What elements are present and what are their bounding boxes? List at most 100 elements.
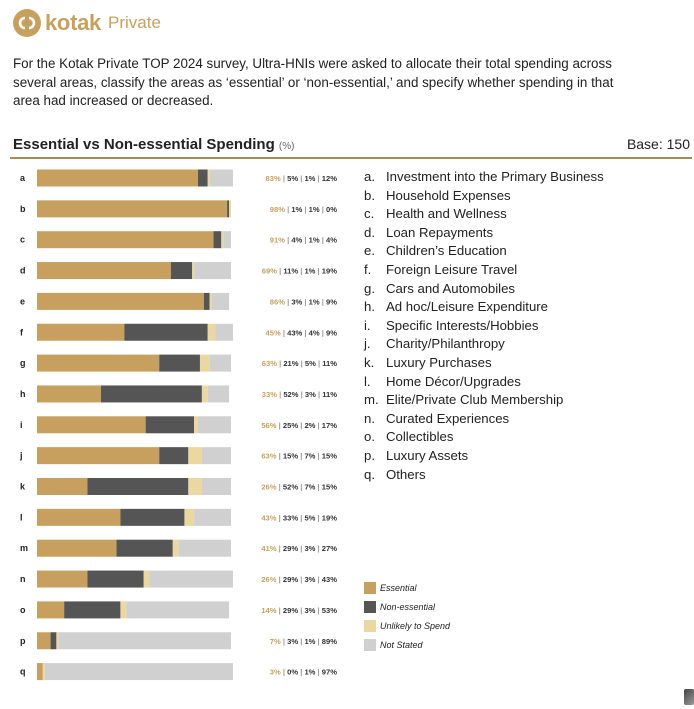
- bar-segment-non-essential: [213, 231, 222, 249]
- bar-segment-not-stated: [149, 570, 233, 588]
- category-tick-label: f: [20, 327, 24, 337]
- data-value: 45%: [266, 328, 281, 337]
- data-value: 4%: [309, 328, 320, 337]
- legend-category-label: Specific Interests/Hobbies: [386, 317, 539, 333]
- bar-segment-essential: [37, 262, 171, 280]
- data-value: 1%: [309, 236, 320, 245]
- legend-category-item: e. Children’s Education: [364, 243, 604, 262]
- bar-segment-non-essential: [198, 169, 208, 187]
- legend-category-key: a.: [364, 169, 375, 184]
- bar-segment-essential: [37, 663, 43, 681]
- data-label: 33% | 52% | 3% | 11%: [262, 390, 337, 399]
- legend-series-label: Essential: [380, 582, 417, 593]
- bar-segment-unlikely: [143, 570, 150, 588]
- bar-segment-unlikely: [199, 354, 210, 372]
- bar-row-j: j 63% | 15% | 7% | 15%: [19, 447, 337, 465]
- bar-segment-non-essential: [87, 478, 189, 495]
- bar-row-q: q 3% | 0% | 1% | 97%: [20, 663, 337, 681]
- legend-category-key: p.: [364, 447, 375, 463]
- category-tick-label: d: [20, 266, 26, 276]
- data-value: 12%: [322, 174, 337, 183]
- category-tick-label: l: [20, 512, 23, 522]
- bar-segment-unlikely: [56, 632, 59, 650]
- legend-category-label: Collectibles: [386, 429, 454, 445]
- data-value: 26%: [261, 483, 276, 492]
- legend-category-label: Ad hoc/Leisure Expenditure: [386, 299, 549, 315]
- legend-category-key: i.: [364, 317, 371, 333]
- data-value: 29%: [283, 606, 298, 615]
- category-tick-label: i: [20, 420, 23, 430]
- brand-name: kotak: [45, 10, 101, 35]
- data-label: 14% | 29% | 3% | 53%: [261, 606, 337, 615]
- legend-category-label: Cars and Automobiles: [386, 280, 516, 296]
- bar-segment-not-stated: [211, 292, 230, 310]
- data-label: 63% | 21% | 5% | 11%: [262, 359, 337, 368]
- legend-category-label: Children’s Education: [386, 243, 507, 259]
- legend-swatch: [364, 600, 376, 613]
- legend-category-label: Luxury Purchases: [386, 354, 492, 370]
- legend-series-label: Non-essential: [380, 601, 436, 612]
- legend-category-label: Charity/Philanthropy: [386, 336, 505, 352]
- legend-series-item: Essential: [364, 578, 450, 597]
- data-label: 26% | 52% | 7% | 15%: [261, 483, 337, 492]
- data-value: 19%: [322, 513, 337, 522]
- bar-segment-not-stated: [209, 169, 233, 187]
- data-value: 83%: [266, 174, 281, 183]
- data-value: 29%: [283, 544, 298, 553]
- data-value: 43%: [287, 328, 302, 337]
- bar-segment-essential: [37, 354, 160, 372]
- legend-category-item: l. Home Décor/Upgrades: [364, 374, 604, 393]
- category-tick-label: c: [20, 235, 25, 245]
- stacked-bar-chart: a 83% | 5% | 1% | 12% b 98% | 1% | 1% | 0% c…: [19, 169, 337, 681]
- data-label: 56% | 25% | 2% | 17%: [261, 421, 337, 430]
- category-tick-label: k: [20, 482, 26, 492]
- bar-segment-not-stated: [201, 478, 231, 495]
- data-value: 19%: [322, 267, 337, 276]
- bar-row-f: f 45% | 43% | 4% | 9%: [20, 323, 337, 341]
- bar-segment-essential: [37, 632, 51, 650]
- bar-row-h: h 33% | 52% | 3% | 11%: [20, 385, 337, 403]
- bar-segment-unlikely: [194, 416, 199, 434]
- legend-category-item: k. Luxury Purchases: [364, 355, 604, 374]
- bar-segment-essential: [37, 385, 102, 403]
- data-value: 21%: [283, 359, 298, 368]
- bar-segment-non-essential: [101, 385, 202, 403]
- data-value: 3%: [291, 297, 302, 306]
- legend-swatch: [364, 638, 376, 651]
- data-value: 1%: [304, 637, 315, 646]
- category-tick-label: n: [20, 574, 26, 584]
- data-label: 63% | 15% | 7% | 15%: [261, 452, 337, 461]
- category-tick-label: g: [20, 358, 26, 368]
- data-label: 43% | 33% | 5% | 19%: [261, 513, 337, 522]
- legend-category-label: Curated Experiences: [386, 410, 510, 426]
- bar-segment-not-stated: [126, 601, 230, 619]
- bar-segment-unlikely: [184, 508, 195, 526]
- bar-segment-not-stated: [207, 385, 230, 403]
- category-tick-label: h: [20, 389, 26, 399]
- data-value: 15%: [322, 452, 337, 461]
- data-value: 29%: [283, 575, 298, 584]
- bar-segment-unlikely: [172, 539, 179, 557]
- data-value: 52%: [283, 483, 298, 492]
- bar-segment-non-essential: [124, 323, 208, 341]
- category-tick-label: j: [19, 451, 23, 461]
- bar-row-o: o 14% | 29% | 3% | 53%: [20, 601, 337, 619]
- corner-icon: [684, 689, 694, 705]
- data-value: 1%: [304, 267, 315, 276]
- legend-category-label: Household Expenses: [386, 187, 511, 203]
- data-value: 15%: [322, 483, 337, 492]
- data-label: 91% | 4% | 1% | 4%: [270, 236, 337, 245]
- data-value: 7%: [304, 452, 315, 461]
- data-value: 86%: [270, 297, 285, 306]
- legend-category-key: c.: [364, 206, 375, 222]
- data-value: 56%: [261, 421, 276, 430]
- data-value: 17%: [322, 421, 337, 430]
- bar-row-p: p 7% | 3% | 1% | 89%: [20, 632, 337, 650]
- legend-category-key: h.: [364, 299, 375, 315]
- data-value: 41%: [261, 544, 276, 553]
- data-value: 5%: [305, 359, 316, 368]
- bar-segment-essential: [37, 508, 121, 526]
- data-value: 1%: [309, 297, 320, 306]
- data-value: 97%: [322, 668, 337, 677]
- legend-category-item: n. Curated Experiences: [364, 411, 604, 430]
